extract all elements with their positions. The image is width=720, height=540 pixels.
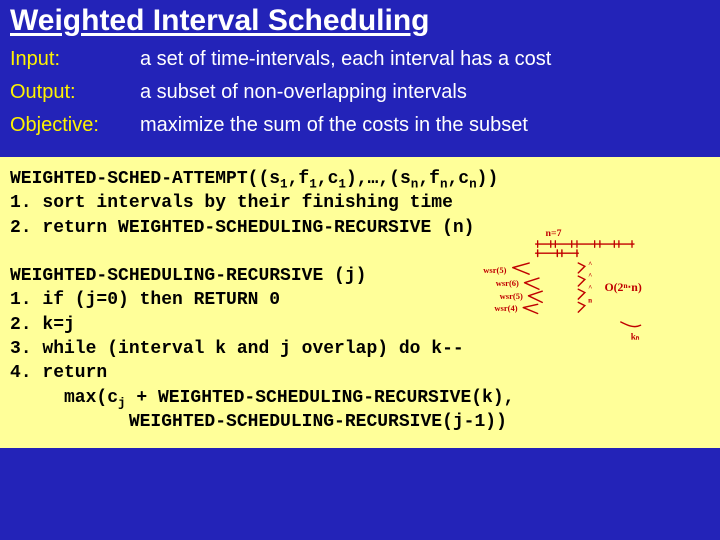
fn2-line5: max(cj + WEIGHTED-SCHEDULING-RECURSIVE(k… — [10, 386, 710, 410]
code-block: WEIGHTED-SCHED-ATTEMPT((s1,f1,c1),…,(sn,… — [0, 157, 720, 448]
blank-line — [10, 240, 710, 264]
def-objective-label: Objective: — [10, 114, 140, 137]
definitions-block: Input: a set of time-intervals, each int… — [0, 40, 720, 157]
fn2-header: WEIGHTED-SCHEDULING-RECURSIVE (j) — [10, 264, 710, 288]
fn2-line4: 4. return — [10, 361, 710, 385]
fn1-line2: 2. return WEIGHTED-SCHEDULING-RECURSIVE … — [10, 216, 710, 240]
fn2-line2: 2. k=j — [10, 313, 710, 337]
fn1-line1: 1. sort intervals by their finishing tim… — [10, 191, 710, 215]
def-input-value: a set of time-intervals, each interval h… — [140, 48, 551, 71]
fn2-line3: 3. while (interval k and j overlap) do k… — [10, 337, 710, 361]
fn1-header: WEIGHTED-SCHED-ATTEMPT((s1,f1,c1),…,(sn,… — [10, 167, 710, 191]
def-output-value: a subset of non-overlapping intervals — [140, 81, 467, 104]
def-output-label: Output: — [10, 81, 140, 104]
fn2-line1: 1. if (j=0) then RETURN 0 — [10, 288, 710, 312]
def-objective-row: Objective: maximize the sum of the costs… — [10, 114, 710, 137]
def-objective-value: maximize the sum of the costs in the sub… — [140, 114, 528, 137]
def-input-row: Input: a set of time-intervals, each int… — [10, 48, 710, 71]
fn2-line6: WEIGHTED-SCHEDULING-RECURSIVE(j-1)) — [10, 410, 710, 434]
def-input-label: Input: — [10, 48, 140, 71]
def-output-row: Output: a subset of non-overlapping inte… — [10, 81, 710, 104]
slide-title: Weighted Interval Scheduling — [0, 0, 720, 40]
